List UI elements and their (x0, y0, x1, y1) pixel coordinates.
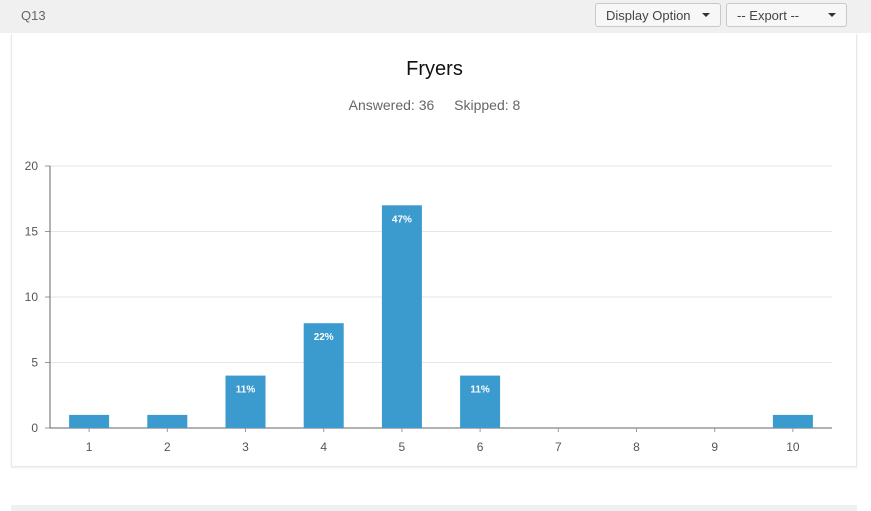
question-label: Q13 (21, 8, 46, 23)
skipped-count: Skipped: 8 (454, 97, 521, 113)
bar (147, 414, 188, 428)
bar-data-label: 22% (314, 332, 334, 343)
bar (69, 414, 110, 428)
y-tick-label: 10 (25, 290, 39, 304)
export-dropdown[interactable]: -- Export -- (726, 3, 847, 27)
x-tick-label: 5 (399, 440, 406, 454)
x-tick-label: 1 (86, 440, 93, 454)
display-option-label: Display Option (606, 7, 691, 23)
x-tick-label: 2 (164, 440, 171, 454)
y-tick-label: 20 (25, 159, 39, 173)
y-tick-label: 15 (25, 225, 39, 239)
bar (303, 323, 344, 428)
bar (225, 375, 266, 428)
question-header: Q13 Display Option -- Export -- (0, 0, 871, 33)
x-tick-label: 3 (242, 440, 249, 454)
response-stats: Answered: 36 Skipped: 8 (0, 97, 869, 113)
bar-data-label: 11% (236, 385, 256, 396)
x-tick-label: 9 (711, 440, 718, 454)
y-tick-label: 5 (31, 356, 38, 370)
caret-down-icon (828, 13, 836, 17)
export-label: -- Export -- (737, 7, 800, 23)
caret-down-icon (702, 13, 710, 17)
x-tick-label: 4 (320, 440, 327, 454)
x-tick-label: 8 (633, 440, 640, 454)
bar (381, 205, 422, 428)
display-option-dropdown[interactable]: Display Option (595, 3, 721, 27)
y-tick-label: 0 (31, 421, 38, 435)
bar (460, 375, 501, 428)
chart-title: Fryers (406, 58, 463, 80)
bar (772, 414, 813, 428)
chart-card (11, 34, 857, 467)
answered-count: Answered: 36 (348, 97, 435, 113)
x-tick-label: 7 (555, 440, 562, 454)
bar-data-label: 11% (470, 385, 490, 396)
x-tick-label: 10 (786, 440, 800, 454)
next-panel-header (11, 505, 857, 511)
bar-data-label: 47% (392, 214, 412, 225)
x-tick-label: 6 (477, 440, 484, 454)
